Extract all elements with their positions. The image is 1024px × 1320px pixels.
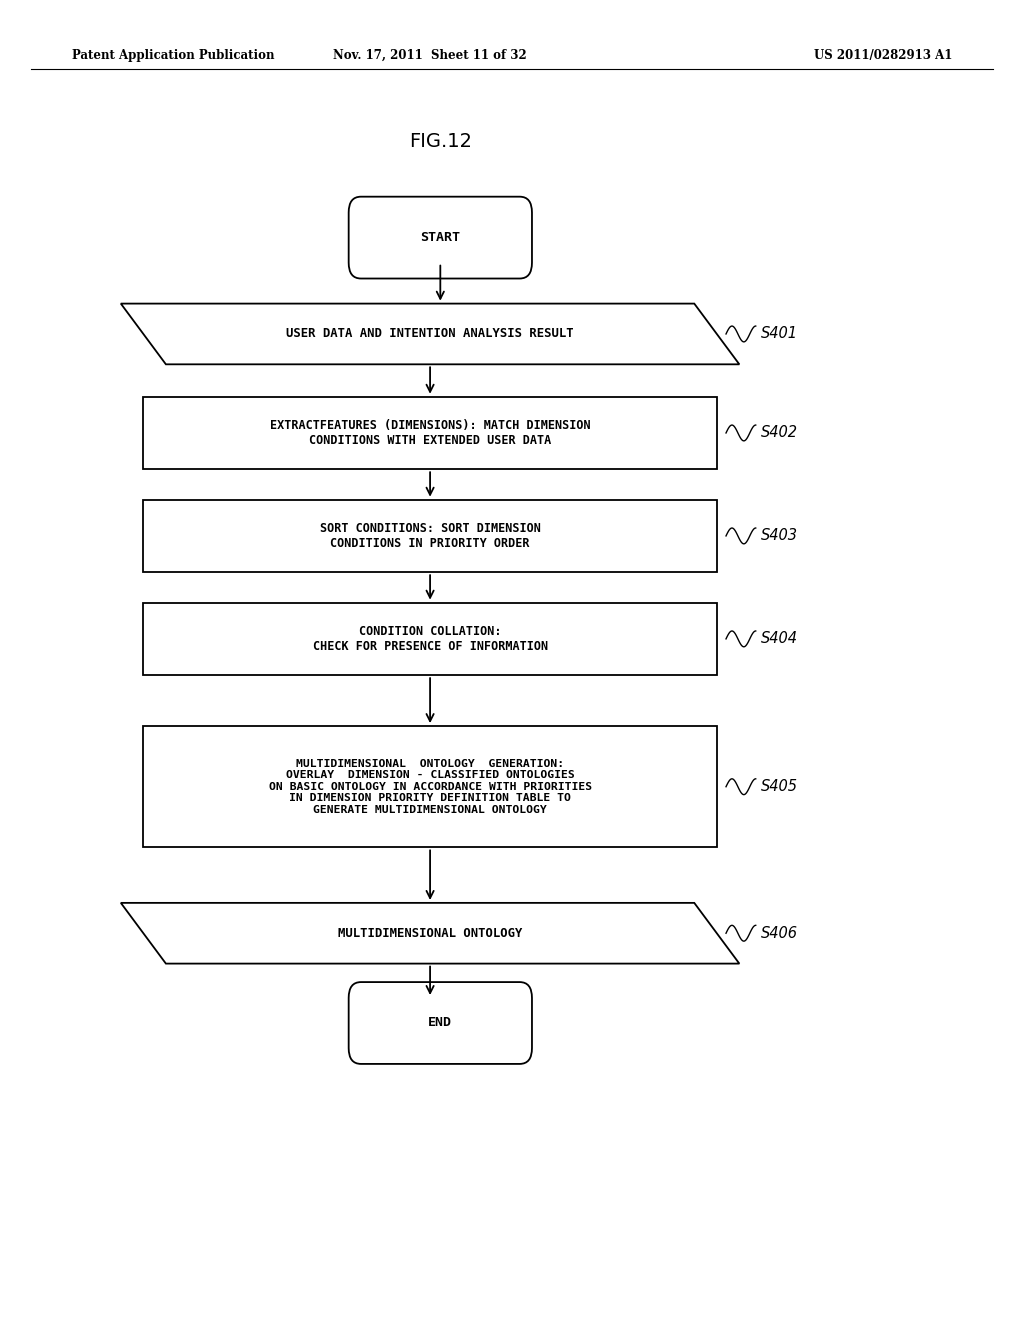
- Text: S405: S405: [761, 779, 798, 795]
- Text: S402: S402: [761, 425, 798, 441]
- Text: Nov. 17, 2011  Sheet 11 of 32: Nov. 17, 2011 Sheet 11 of 32: [333, 49, 527, 62]
- Text: S401: S401: [761, 326, 798, 342]
- Text: S403: S403: [761, 528, 798, 544]
- Text: MULTIDIMENSIONAL ONTOLOGY: MULTIDIMENSIONAL ONTOLOGY: [338, 927, 522, 940]
- Bar: [143, 726, 717, 847]
- FancyBboxPatch shape: [348, 197, 532, 279]
- Bar: [143, 396, 717, 469]
- Text: FIG.12: FIG.12: [409, 132, 472, 150]
- Text: USER DATA AND INTENTION ANALYSIS RESULT: USER DATA AND INTENTION ANALYSIS RESULT: [287, 327, 573, 341]
- Text: S406: S406: [761, 925, 798, 941]
- Text: US 2011/0282913 A1: US 2011/0282913 A1: [814, 49, 952, 62]
- Text: START: START: [420, 231, 461, 244]
- Bar: [143, 500, 717, 573]
- Polygon shape: [121, 304, 739, 364]
- Text: EXTRACTFEATURES (DIMENSIONS): MATCH DIMENSION
CONDITIONS WITH EXTENDED USER DATA: EXTRACTFEATURES (DIMENSIONS): MATCH DIME…: [269, 418, 591, 447]
- Text: MULTIDIMENSIONAL  ONTOLOGY  GENERATION:
OVERLAY  DIMENSION - CLASSIFIED ONTOLOGI: MULTIDIMENSIONAL ONTOLOGY GENERATION: OV…: [268, 759, 592, 814]
- Bar: [143, 602, 717, 676]
- Text: Patent Application Publication: Patent Application Publication: [72, 49, 274, 62]
- Text: CONDITION COLLATION:
CHECK FOR PRESENCE OF INFORMATION: CONDITION COLLATION: CHECK FOR PRESENCE …: [312, 624, 548, 653]
- Text: SORT CONDITIONS: SORT DIMENSION
CONDITIONS IN PRIORITY ORDER: SORT CONDITIONS: SORT DIMENSION CONDITIO…: [319, 521, 541, 550]
- FancyBboxPatch shape: [348, 982, 532, 1064]
- Text: S404: S404: [761, 631, 798, 647]
- Polygon shape: [121, 903, 739, 964]
- Text: END: END: [428, 1016, 453, 1030]
